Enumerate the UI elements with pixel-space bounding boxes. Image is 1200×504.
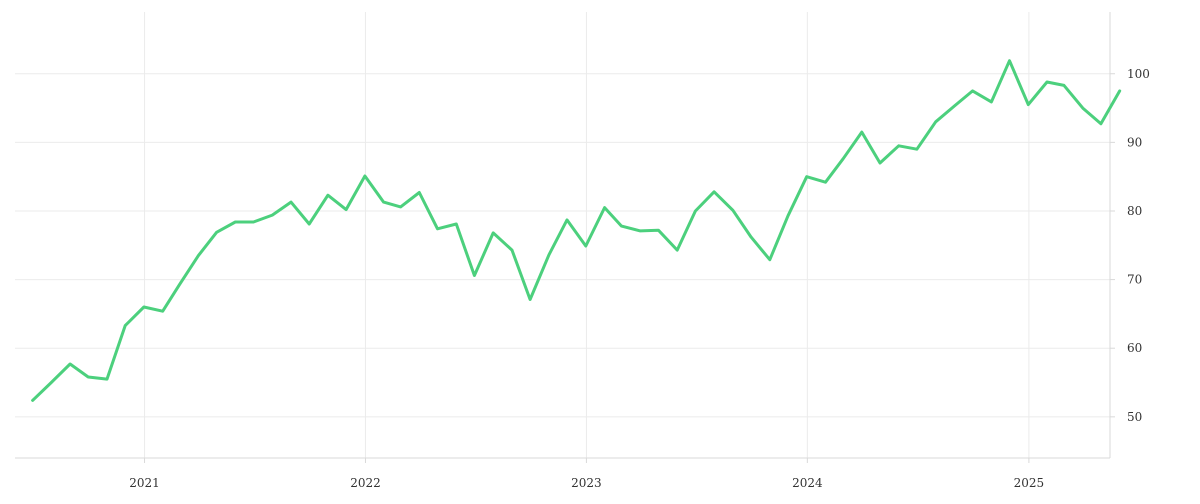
axes [15, 12, 1115, 463]
series-line [31, 59, 1122, 402]
grid [15, 12, 1110, 458]
x-tick-label: 2022 [350, 476, 381, 490]
x-tick-label: 2023 [571, 476, 602, 490]
x-tick-label: 2024 [792, 476, 823, 490]
y-tick-label: 50 [1127, 410, 1142, 424]
series [31, 59, 1122, 402]
y-tick-label: 70 [1127, 273, 1142, 287]
tick-labels: 50 60 70 80 90 100 2021 2022 2023 2024 2025 [129, 67, 1150, 490]
y-tick-label: 100 [1127, 67, 1150, 81]
y-tick-label: 80 [1127, 204, 1142, 218]
x-tick-label: 2025 [1014, 476, 1045, 490]
y-tick-label: 60 [1127, 341, 1142, 355]
x-tick-label: 2021 [129, 476, 160, 490]
y-tick-label: 90 [1127, 135, 1142, 149]
